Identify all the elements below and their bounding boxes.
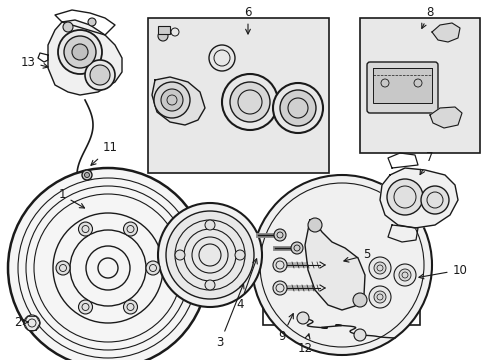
Circle shape (222, 74, 278, 130)
Circle shape (373, 291, 385, 303)
Circle shape (123, 222, 137, 236)
Text: 4: 4 (236, 259, 257, 311)
Circle shape (273, 229, 285, 241)
Text: 7: 7 (419, 152, 433, 175)
Circle shape (175, 250, 184, 260)
Text: 3: 3 (216, 284, 244, 350)
Circle shape (398, 269, 410, 281)
Circle shape (235, 250, 244, 260)
Text: 9: 9 (278, 314, 293, 343)
Circle shape (84, 172, 89, 177)
Circle shape (158, 203, 262, 307)
Circle shape (85, 60, 115, 90)
Circle shape (79, 222, 92, 236)
Circle shape (280, 90, 315, 126)
Text: 12: 12 (297, 334, 312, 355)
Circle shape (158, 31, 168, 41)
Circle shape (146, 261, 160, 275)
Bar (359, 18, 479, 153)
Polygon shape (431, 23, 459, 42)
Polygon shape (379, 168, 457, 228)
Circle shape (373, 262, 385, 274)
Polygon shape (152, 77, 204, 125)
Circle shape (88, 18, 96, 26)
Circle shape (90, 65, 110, 85)
Circle shape (393, 264, 415, 286)
Circle shape (204, 280, 215, 290)
Circle shape (386, 179, 422, 215)
Circle shape (161, 89, 183, 111)
Circle shape (272, 83, 323, 133)
Circle shape (72, 44, 88, 60)
Circle shape (251, 175, 431, 355)
Circle shape (352, 293, 366, 307)
Text: 2: 2 (14, 315, 28, 328)
Text: 13: 13 (20, 55, 48, 68)
Circle shape (353, 329, 365, 341)
Text: 11: 11 (91, 141, 117, 165)
Polygon shape (429, 107, 461, 128)
Polygon shape (48, 20, 122, 95)
Circle shape (272, 281, 286, 295)
Circle shape (229, 82, 269, 122)
Circle shape (290, 242, 303, 254)
Text: 1: 1 (58, 189, 84, 208)
FancyBboxPatch shape (366, 62, 437, 113)
Text: 8: 8 (421, 5, 433, 28)
Circle shape (307, 218, 321, 232)
Circle shape (79, 300, 92, 314)
Bar (158, 26, 170, 34)
Text: 6: 6 (244, 5, 251, 34)
Text: 5: 5 (343, 248, 370, 262)
Bar (148, 18, 328, 173)
Circle shape (165, 211, 253, 299)
Circle shape (208, 45, 235, 71)
Bar (263, 245, 348, 325)
Circle shape (204, 220, 215, 230)
Circle shape (24, 315, 40, 331)
Circle shape (272, 258, 286, 272)
Circle shape (8, 168, 207, 360)
Circle shape (296, 312, 308, 324)
Circle shape (64, 36, 96, 68)
Circle shape (56, 261, 70, 275)
Circle shape (123, 300, 137, 314)
Circle shape (82, 170, 92, 180)
Text: 10: 10 (418, 264, 467, 279)
Circle shape (63, 22, 73, 32)
Bar (351, 253, 419, 325)
Bar (372, 68, 431, 103)
Circle shape (420, 186, 448, 214)
Circle shape (58, 30, 102, 74)
Circle shape (154, 82, 190, 118)
Polygon shape (305, 220, 364, 310)
Circle shape (368, 257, 390, 279)
Circle shape (368, 286, 390, 308)
